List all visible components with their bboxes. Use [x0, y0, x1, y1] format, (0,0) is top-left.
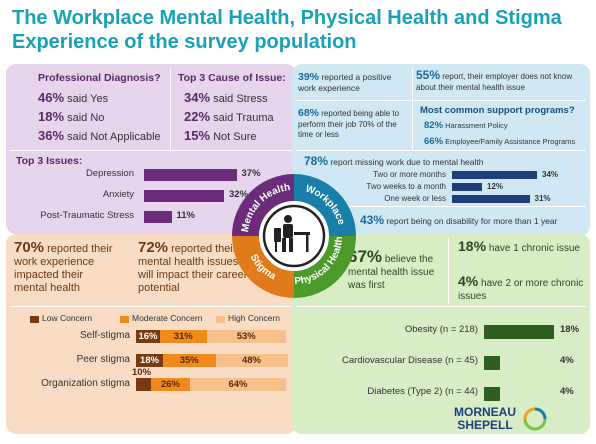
disability-stat: 43% report being on disability for more …: [360, 213, 558, 227]
diagnosis-item: 18% said No: [38, 109, 105, 124]
bar-category-label: Peer stigma: [76, 354, 130, 365]
diagnosis-header: Professional Diagnosis?: [38, 72, 161, 84]
bar: [484, 356, 500, 370]
bar: [452, 195, 530, 203]
brand-line: MORNEAU: [454, 405, 516, 419]
support-item: 66% Employee/Family Assistance Programs: [424, 136, 576, 147]
bar-value-label: 11%: [176, 210, 196, 221]
divider: [412, 68, 413, 150]
missing-work-stat: 78% report missing work due to mental he…: [304, 154, 484, 168]
bar-value-label: 18%: [560, 324, 580, 335]
cause-item: 15% Not Sure: [184, 128, 257, 143]
divider: [296, 306, 586, 307]
bar-value-label: 4%: [560, 355, 574, 366]
physical-stat: 67% believe the mental health issue was …: [348, 247, 435, 291]
bar-value-label: 4%: [560, 386, 574, 397]
stacked-bar-segment: 64%: [190, 378, 286, 391]
support-header: Most common support programs?: [420, 105, 575, 116]
divider: [170, 68, 171, 150]
stacked-bar-segment: 53%: [206, 330, 286, 343]
divider: [10, 306, 292, 307]
stigma-stat: 72% reported their mental health issues …: [138, 239, 248, 294]
diagnosis-item: 36% said Not Applicable: [38, 128, 161, 143]
issues-chart-title: Top 3 Issues:: [16, 155, 83, 167]
stacked-bar-segment: 18%: [136, 354, 163, 367]
bar: [484, 325, 554, 339]
legend-label: Moderate Concern: [132, 313, 203, 323]
bar-category-label: Diabetes (Type 2) (n = 44): [367, 386, 478, 397]
bar-category-label: Organization stigma: [41, 378, 130, 389]
bar-category-label: Post-Traumatic Stress: [40, 210, 134, 221]
person-at-desk-icon: [274, 215, 310, 252]
bar-category-label: Cardiovascular Disease (n = 45): [342, 355, 478, 366]
legend-label: High Concern: [228, 313, 280, 323]
bar-value-label: 32%: [229, 189, 249, 200]
cause-header: Top 3 Cause of Issue:: [178, 72, 286, 84]
page-title: The Workplace Mental Health, Physical He…: [12, 7, 562, 53]
physical-stat: 18% have 1 chronic issue: [458, 238, 580, 254]
legend-swatch: [216, 316, 225, 323]
stacked-bar-segment: [136, 378, 151, 391]
physical-stat: 4% have 2 or more chronic issues: [458, 273, 584, 302]
topic-wheel: Mental Health Workplace Physical Health …: [232, 174, 356, 298]
divider: [448, 238, 449, 304]
brand-line: SHEPELL: [457, 418, 513, 432]
legend-swatch: [120, 316, 129, 323]
divider: [336, 206, 586, 207]
workplace-stat: 68% reported being able to perform their…: [298, 107, 400, 139]
brand-ring-icon: [523, 407, 547, 431]
bar: [452, 183, 482, 191]
support-item: 82% Harassment Policy: [424, 120, 508, 131]
legend-label: Low Concern: [42, 313, 93, 323]
bar: [144, 190, 224, 202]
bar-category-label: Depression: [85, 168, 134, 179]
bar-value-label: 12%: [487, 182, 504, 191]
bar: [452, 171, 537, 179]
bar-category-label: Anxiety: [102, 189, 134, 200]
bar: [144, 169, 237, 181]
workplace-stat: 55% report, their employer does not know…: [416, 68, 573, 92]
bar-value-label: 10%: [132, 367, 152, 378]
bar: [144, 211, 172, 223]
stacked-bar-segment: 31%: [160, 330, 207, 343]
cause-item: 34% said Stress: [184, 90, 268, 105]
stigma-stat: 70% reported their work experience impac…: [14, 239, 113, 294]
divider: [296, 100, 586, 101]
diagnosis-item: 46% said Yes: [38, 90, 109, 105]
stacked-bar-segment: 26%: [151, 378, 190, 391]
divider: [10, 150, 292, 151]
stacked-bar-segment: 16%: [136, 330, 160, 343]
bar-category-label: Two weeks to a month: [366, 182, 446, 191]
stacked-bar-segment: 35%: [163, 354, 216, 367]
brand-logo: MORNEAU SHEPELL: [454, 406, 516, 432]
bar-value-label: 37%: [241, 168, 261, 179]
bar-value-label: 34%: [542, 170, 559, 179]
bar-value-label: 31%: [534, 194, 551, 203]
divider: [296, 150, 586, 151]
bar-category-label: Self-stigma: [79, 330, 130, 341]
bar-category-label: One week or less: [384, 194, 446, 203]
workplace-stat: 39% reported a positive work experience: [298, 71, 392, 94]
stacked-bar-segment: 48%: [215, 354, 288, 367]
bar-category-label: Obesity (n = 218): [404, 324, 478, 335]
bar: [484, 387, 500, 401]
legend-swatch: [30, 316, 39, 323]
bar-category-label: Two or more months: [373, 170, 446, 179]
cause-item: 22% said Trauma: [184, 109, 274, 124]
